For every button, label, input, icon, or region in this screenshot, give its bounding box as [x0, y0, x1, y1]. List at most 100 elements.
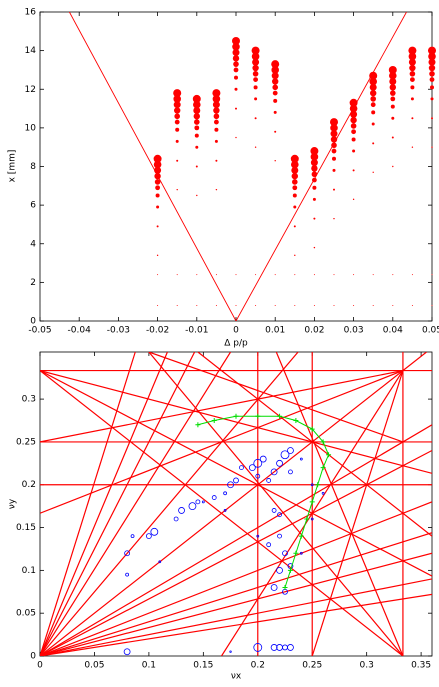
y-tick-label: 0.15 — [16, 523, 36, 533]
point — [333, 274, 335, 276]
point — [174, 107, 181, 114]
point — [156, 225, 159, 228]
point — [176, 159, 179, 162]
point — [178, 507, 185, 514]
point — [273, 98, 278, 103]
tune-marker — [320, 465, 326, 471]
point — [215, 188, 218, 191]
point — [253, 458, 263, 468]
resonance-line — [40, 352, 136, 656]
point — [392, 305, 394, 307]
point — [253, 85, 258, 90]
x-tick-label: 0.01 — [265, 326, 285, 336]
point — [235, 305, 237, 307]
point — [274, 305, 276, 307]
point — [430, 97, 434, 101]
point — [255, 274, 257, 276]
point — [410, 85, 415, 90]
point — [195, 165, 198, 168]
point — [428, 46, 436, 55]
x-tick-label: -0.01 — [185, 326, 208, 336]
point — [266, 542, 272, 548]
resonance-line — [40, 352, 196, 656]
tune-marker — [309, 499, 315, 505]
point — [271, 72, 279, 80]
resonance-line — [40, 424, 432, 656]
point — [153, 160, 162, 169]
point — [130, 534, 135, 539]
point — [232, 49, 240, 57]
point — [312, 177, 317, 183]
y-tick-label: 0 — [30, 652, 36, 662]
point — [235, 136, 237, 139]
point — [428, 64, 436, 72]
y-tick-label: 14 — [25, 46, 37, 56]
point — [234, 87, 238, 91]
point — [252, 71, 259, 77]
point — [332, 156, 336, 161]
point — [288, 469, 293, 475]
y-tick-label: 4 — [30, 239, 36, 249]
y-tick-label: 2 — [30, 278, 36, 288]
point — [272, 90, 278, 96]
point — [215, 274, 217, 276]
point — [175, 127, 180, 132]
point — [299, 551, 303, 555]
x-tick-label: 0.03 — [344, 326, 364, 336]
point — [370, 102, 376, 108]
point — [290, 154, 299, 163]
resonance-line — [40, 370, 404, 656]
point — [173, 101, 181, 109]
point — [310, 153, 319, 161]
point — [234, 75, 238, 80]
point — [392, 165, 394, 168]
tune-marker — [233, 413, 239, 419]
point — [215, 159, 218, 162]
point — [392, 274, 394, 276]
point — [331, 142, 337, 149]
point — [390, 96, 396, 102]
point — [330, 130, 338, 138]
point — [389, 71, 397, 80]
tune-marker — [326, 452, 332, 458]
point — [292, 179, 298, 185]
point — [310, 483, 314, 487]
point — [294, 305, 296, 307]
resonance-line — [221, 370, 404, 656]
x-tick-label: 0.3 — [360, 661, 374, 671]
point — [332, 168, 336, 172]
point — [254, 97, 258, 101]
point — [124, 550, 131, 557]
point — [248, 464, 256, 472]
resonance-line — [275, 352, 404, 656]
x-tick-label: -0.04 — [68, 326, 92, 336]
point — [369, 83, 377, 91]
point — [156, 254, 159, 257]
point — [310, 147, 319, 156]
point — [251, 52, 260, 61]
point — [294, 254, 296, 257]
x-tick-label: -0.03 — [107, 326, 130, 336]
point — [291, 172, 298, 180]
y-tick-label: 0.3 — [22, 395, 36, 405]
y-tick-label: 0.05 — [16, 609, 36, 619]
point — [271, 66, 280, 74]
point — [350, 110, 358, 118]
point — [213, 107, 220, 114]
point — [173, 89, 182, 98]
point — [370, 89, 377, 97]
tune-marker — [195, 422, 201, 428]
point — [273, 110, 277, 114]
x-tick-label: 0.25 — [302, 661, 322, 671]
point — [277, 512, 282, 518]
point — [232, 42, 240, 51]
point — [212, 95, 221, 103]
x-tick-label: 0.02 — [304, 326, 324, 336]
point — [254, 117, 257, 120]
point — [389, 84, 396, 91]
point — [274, 274, 276, 276]
point — [409, 71, 416, 77]
point — [372, 305, 374, 307]
point — [333, 305, 335, 307]
point — [223, 509, 227, 512]
